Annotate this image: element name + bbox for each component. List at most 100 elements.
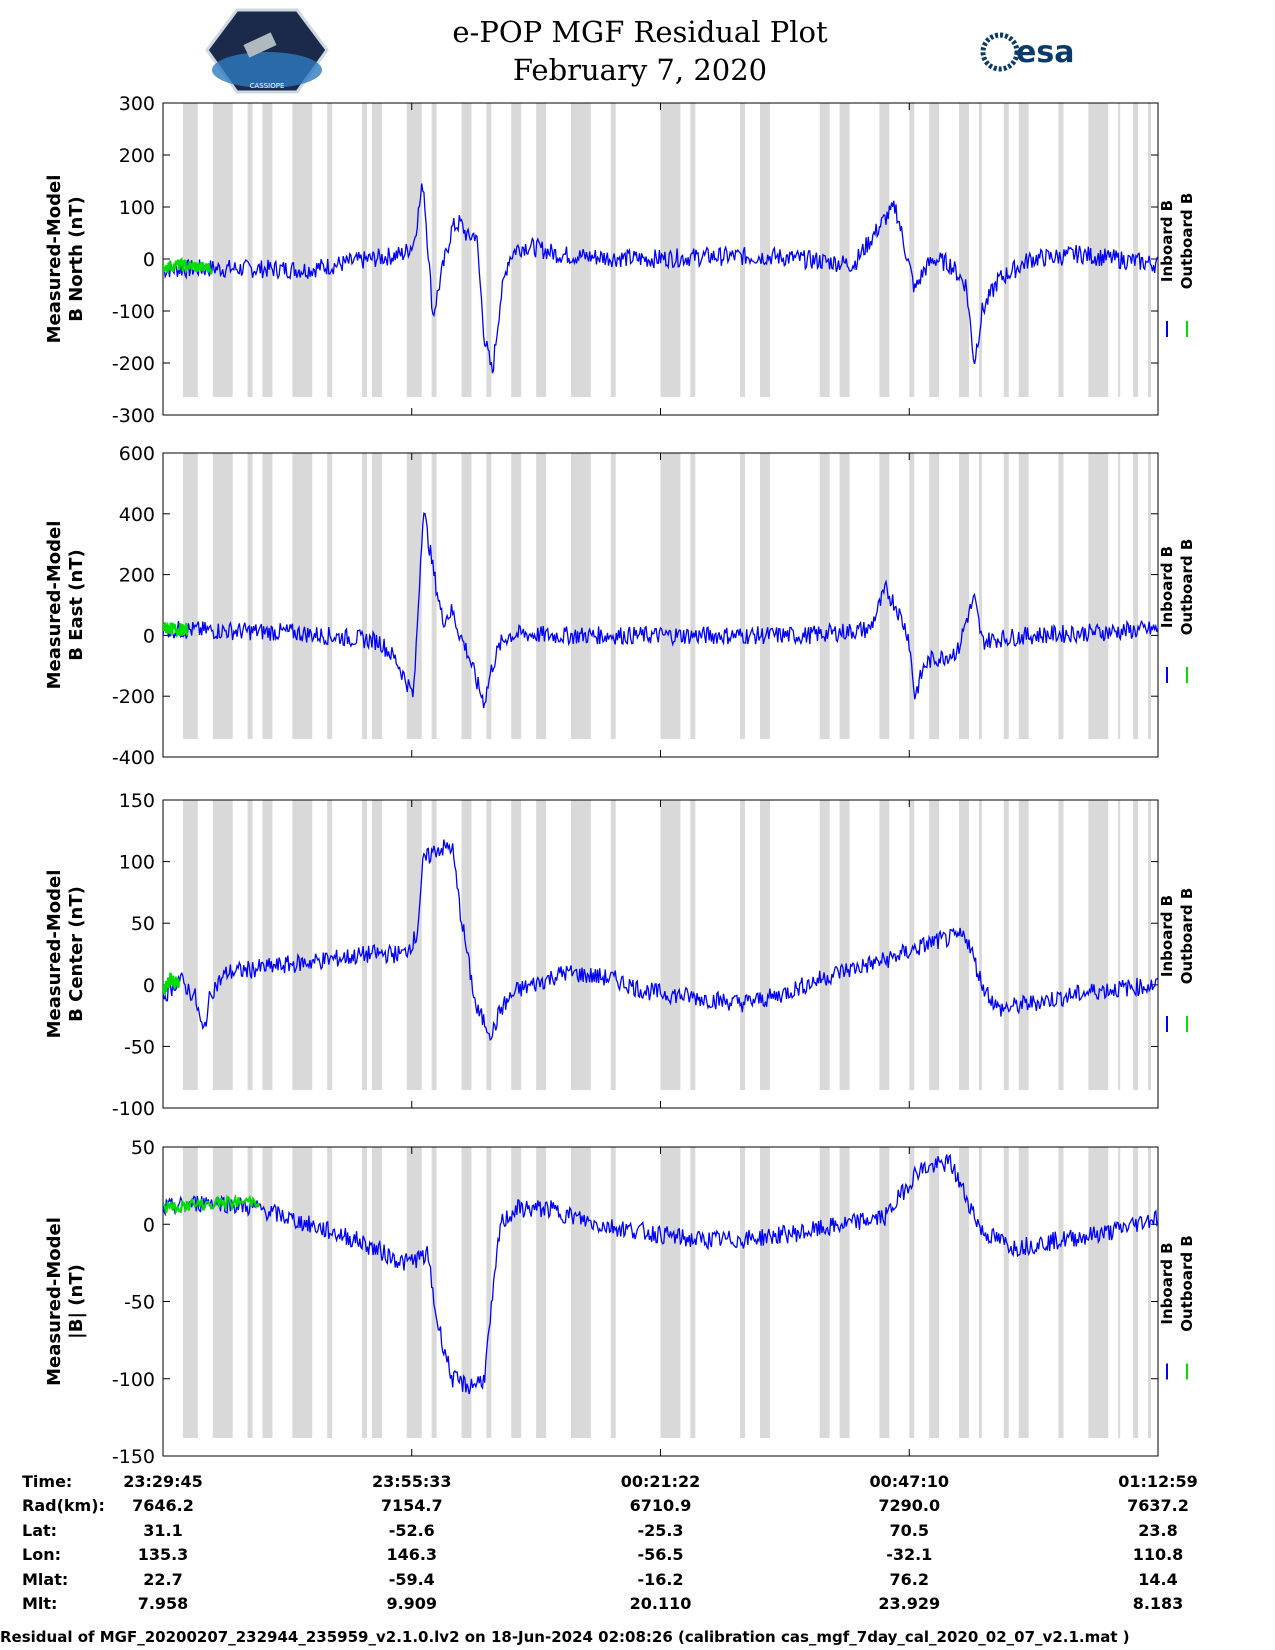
- shade-band: [431, 800, 437, 1090]
- table-cell: 14.4: [1138, 1570, 1177, 1589]
- shade-band: [486, 1147, 492, 1438]
- shade-band: [610, 453, 616, 739]
- table-cell: 70.5: [890, 1521, 929, 1540]
- y-tick-label: 50: [131, 913, 155, 935]
- shade-band: [247, 800, 253, 1090]
- table-cell: 01:12:59: [1118, 1472, 1198, 1491]
- y-tick-label: 0: [143, 625, 155, 647]
- shade-band: [292, 1147, 313, 1438]
- shade-band: [1118, 453, 1121, 739]
- shade-band: [660, 453, 681, 739]
- shade-band: [978, 103, 982, 397]
- shade-band: [1133, 1147, 1139, 1438]
- shade-band: [959, 103, 969, 397]
- shade-band: [978, 1147, 982, 1438]
- shade-band: [959, 1147, 969, 1438]
- shade-band: [327, 1147, 333, 1438]
- shade-band: [978, 453, 982, 739]
- y-axis-label: Measured-ModelB North (nT): [44, 175, 87, 344]
- shade-band: [1118, 1147, 1121, 1438]
- table-cell: 31.1: [143, 1521, 182, 1540]
- y-axis-label-line2: B North (nT): [66, 196, 87, 322]
- shade-band: [1133, 800, 1139, 1090]
- table-cell: 7290.0: [878, 1496, 940, 1515]
- series-outboard-b: [163, 971, 181, 997]
- shade-band: [959, 800, 969, 1090]
- shade-band: [461, 800, 472, 1090]
- y-tick-label: 100: [119, 197, 155, 219]
- shade-band: [959, 453, 969, 739]
- shade-band: [1058, 453, 1064, 739]
- shade-band: [371, 1147, 382, 1438]
- shade-band: [511, 1147, 522, 1438]
- table-row-label: Time:: [22, 1472, 72, 1491]
- table-cell: 8.183: [1133, 1594, 1184, 1613]
- shade-band: [292, 453, 313, 739]
- table-cell: 00:21:22: [621, 1472, 701, 1491]
- series-outboard-b: [163, 1193, 261, 1216]
- y-tick-label: 0: [143, 975, 155, 997]
- shade-band: [570, 1147, 591, 1438]
- table-cell: 7154.7: [381, 1496, 443, 1515]
- shade-band: [461, 1147, 472, 1438]
- shade-band: [610, 800, 616, 1090]
- shade-band: [610, 1147, 616, 1438]
- table-cell: -52.6: [389, 1521, 435, 1540]
- shade-band: [1018, 453, 1029, 739]
- y-tick-label: -50: [124, 1292, 155, 1314]
- shade-band: [1018, 800, 1029, 1090]
- shade-band: [1148, 800, 1152, 1090]
- chart-subtitle-date: February 7, 2020: [513, 53, 767, 87]
- shade-band: [760, 103, 770, 397]
- shade-band: [182, 1147, 198, 1438]
- shade-band: [362, 453, 367, 739]
- shade-band: [182, 800, 198, 1090]
- shade-band: [978, 800, 982, 1090]
- shade-band: [486, 453, 492, 739]
- panel-4: 50 0 -50 -100 -150 Measured-Model|B| (nT) Inbo…: [44, 1137, 1196, 1468]
- table-cell: 146.3: [386, 1545, 437, 1564]
- shade-band: [1148, 453, 1152, 739]
- shade-band: [760, 800, 770, 1090]
- y-tick-label: -200: [112, 686, 155, 708]
- y-tick-label: -300: [112, 405, 155, 427]
- table-cell: 20.110: [630, 1594, 692, 1613]
- y-tick-label: 200: [119, 565, 155, 587]
- footer-caption: Residual of MGF_20200207_232944_235959_v…: [0, 1628, 1130, 1646]
- shade-band: [1088, 800, 1109, 1090]
- chart-title: e-POP MGF Residual Plot: [452, 15, 828, 49]
- shade-band: [929, 103, 940, 397]
- shade-band: [660, 1147, 681, 1438]
- shade-band: [327, 453, 333, 739]
- series-inboard-b: [163, 183, 1158, 374]
- y-axis-label-line1: Measured-Model: [44, 175, 65, 344]
- shade-band: [536, 800, 547, 1090]
- shade-band: [262, 1147, 273, 1438]
- table-cell: 9.909: [386, 1594, 437, 1613]
- shade-band: [839, 800, 850, 1090]
- shade-band: [431, 103, 437, 397]
- y-tick-label: -400: [112, 747, 155, 769]
- table-row-label: Mlt:: [22, 1594, 57, 1613]
- shade-band: [406, 800, 422, 1090]
- shade-band: [1148, 103, 1152, 397]
- table-row-label: Lon:: [22, 1545, 61, 1564]
- shade-band: [406, 1147, 422, 1438]
- y-tick-label: 400: [119, 504, 155, 526]
- shade-band: [909, 103, 915, 397]
- table-cell: 23:29:45: [123, 1472, 203, 1491]
- shade-band: [212, 453, 233, 739]
- shade-band: [247, 453, 253, 739]
- shade-band: [262, 453, 273, 739]
- y-tick-label: -150: [112, 1446, 155, 1468]
- shade-band: [362, 800, 367, 1090]
- legend-inboard-label: Inboard B: [1158, 200, 1176, 282]
- cassiope-logo-text: CASSIOPE: [250, 82, 285, 90]
- table-cell: 76.2: [890, 1570, 929, 1589]
- shade-band: [511, 800, 522, 1090]
- series-inboard-b: [163, 839, 1158, 1042]
- y-tick-label: 300: [119, 93, 155, 115]
- table-cell: 110.8: [1133, 1545, 1184, 1564]
- y-tick-label: 0: [143, 1214, 155, 1236]
- shade-band: [536, 453, 547, 739]
